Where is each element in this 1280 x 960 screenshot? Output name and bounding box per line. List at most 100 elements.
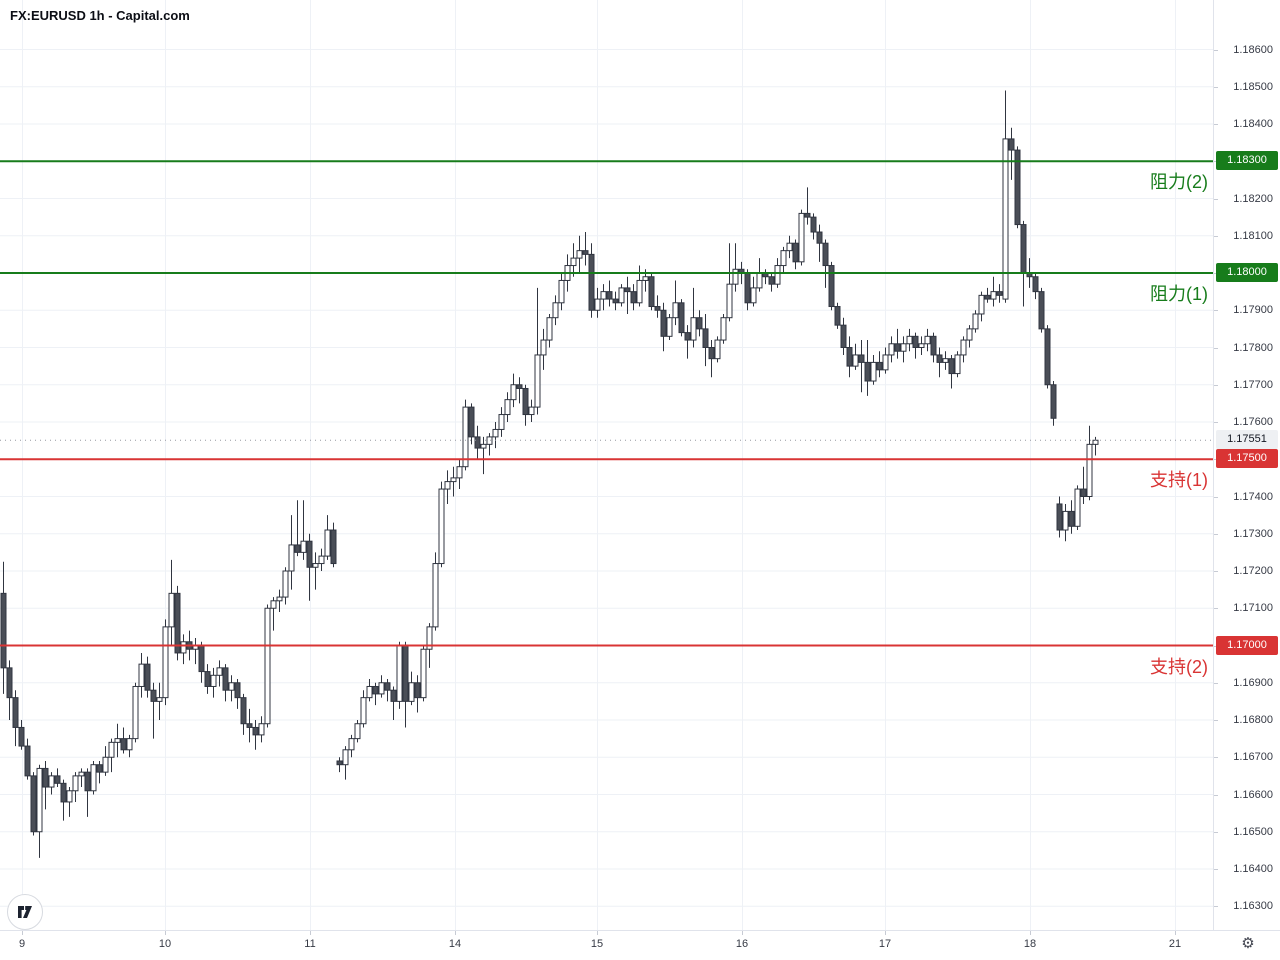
candle-up <box>918 343 925 348</box>
price-badge-resistance-1: 1.18000 <box>1216 263 1278 282</box>
candle-down <box>516 384 523 389</box>
price-tick <box>1214 124 1218 125</box>
candle-up <box>990 291 997 300</box>
candle-up <box>618 287 625 304</box>
candle-up <box>216 667 223 676</box>
candle-down <box>930 335 937 356</box>
candle-down <box>744 272 751 304</box>
candle-down <box>468 406 475 438</box>
candle-down <box>252 726 259 736</box>
candle-up <box>576 250 583 259</box>
price-label: 1.17400 <box>1233 490 1273 503</box>
candle-down <box>306 540 313 568</box>
price-tick <box>1214 757 1218 759</box>
candle-down <box>330 529 337 565</box>
candle-up <box>510 384 517 401</box>
price-tick <box>1214 198 1218 200</box>
price-label: 1.17600 <box>1233 416 1273 428</box>
candle-down <box>834 306 841 326</box>
candle-up <box>732 268 739 285</box>
candle-down <box>654 306 661 311</box>
candle-up <box>690 317 697 341</box>
candle-down <box>384 682 391 691</box>
candle-down <box>522 387 529 416</box>
day-tick <box>597 931 598 935</box>
candle-down <box>1056 503 1063 531</box>
candle-down <box>582 250 589 255</box>
candle-up <box>492 428 499 438</box>
candle-down <box>222 667 229 691</box>
candle-down <box>1008 138 1015 151</box>
candle-up <box>726 283 733 319</box>
candle-down <box>684 332 691 341</box>
candle-up <box>924 335 931 345</box>
candle-up <box>270 600 277 609</box>
day-label: 18 <box>1023 938 1037 950</box>
candle-up <box>852 354 859 367</box>
time-axis[interactable]: 9 10 11 14 15 16 17 18 21 <box>0 930 1280 960</box>
candle-down <box>1044 328 1051 386</box>
candle-down <box>846 347 853 367</box>
candle-up <box>720 317 727 341</box>
candle-up <box>636 279 643 304</box>
candle-down <box>54 775 61 784</box>
day-label: 10 <box>158 938 172 950</box>
candle-up <box>348 738 355 751</box>
candle-down <box>630 291 637 304</box>
candle-down <box>804 212 811 218</box>
candle-down <box>414 682 421 699</box>
candle-up <box>1002 138 1009 300</box>
candle-up <box>774 265 781 285</box>
candle-down <box>336 760 343 766</box>
candle-up <box>780 250 787 267</box>
candle-down <box>588 253 595 311</box>
candle-up <box>288 544 295 572</box>
candle-up <box>102 756 109 773</box>
candle-up <box>1062 510 1069 531</box>
candle-up <box>534 354 541 408</box>
candle-up <box>108 741 115 758</box>
candle-up <box>798 212 805 263</box>
candle-up <box>324 529 331 557</box>
candle-down <box>1050 384 1057 419</box>
settings-gear-icon[interactable]: ⚙ <box>1241 935 1255 952</box>
price-tick <box>1214 869 1218 870</box>
candle-up <box>594 298 601 311</box>
tradingview-logo[interactable] <box>7 894 43 930</box>
price-badge-support-2: 1.17000 <box>1216 635 1278 655</box>
candle-up <box>276 596 283 602</box>
candle-down <box>984 294 991 300</box>
price-label: 1.17900 <box>1233 304 1273 317</box>
price-label: 1.17800 <box>1233 341 1273 354</box>
candle-down <box>30 775 37 833</box>
candle-up <box>90 764 97 792</box>
price-label: 1.16500 <box>1233 825 1273 838</box>
price-axis[interactable]: 1.18600 1.18500 1.18400 1.18300 1.18200 1.181… <box>1213 0 1280 930</box>
candle-up <box>378 682 385 695</box>
price-label: 1.17700 <box>1233 378 1273 391</box>
candle-up <box>126 738 133 751</box>
candle-up <box>552 302 559 319</box>
candle-up <box>870 361 877 382</box>
candle-down <box>402 645 409 702</box>
candle-up <box>366 685 373 699</box>
candle-up <box>966 328 973 341</box>
candle-up <box>354 723 361 740</box>
candle-down <box>840 324 847 348</box>
candle-down <box>246 723 253 728</box>
price-label: 1.18500 <box>1233 80 1273 93</box>
candle-down <box>174 592 181 654</box>
candle-up <box>1074 488 1081 527</box>
candle-down <box>42 767 49 788</box>
candle-down <box>708 347 715 360</box>
candlestick-chart[interactable] <box>0 0 1213 930</box>
candle-down <box>390 689 397 702</box>
price-tick <box>1214 422 1218 423</box>
candle-up <box>72 775 79 792</box>
candle-down <box>84 771 91 792</box>
candle-down <box>150 689 157 702</box>
price-tick <box>1214 906 1218 908</box>
day-tick <box>455 931 456 935</box>
candle-up <box>114 738 121 743</box>
